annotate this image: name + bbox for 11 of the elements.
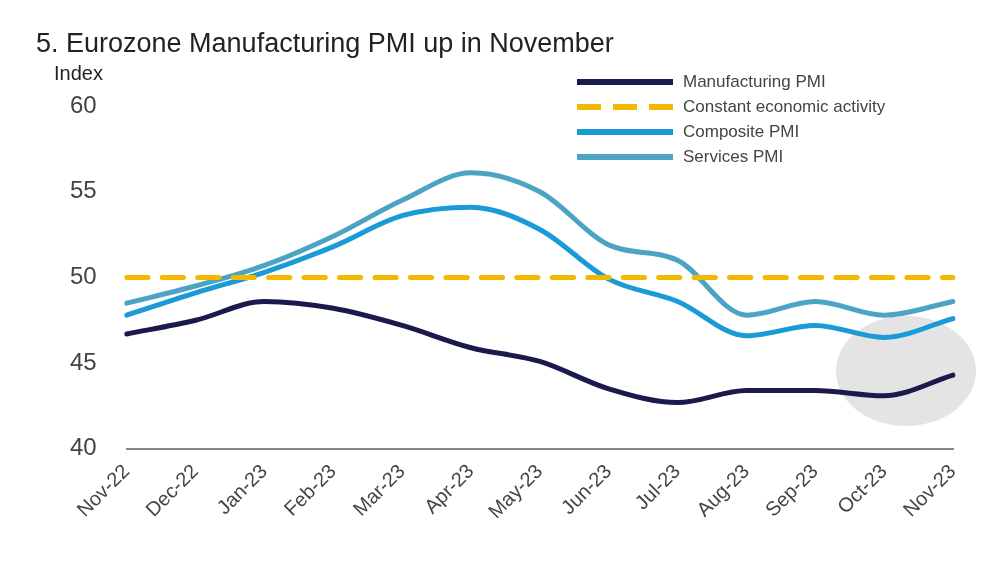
y-tick-label: 50 [69, 262, 97, 290]
legend-label: Services PMI [683, 146, 784, 166]
y-tick-label: 55 [69, 176, 97, 204]
y-tick-label: 45 [69, 347, 97, 375]
chart-title: 5. Eurozone Manufacturing PMI up in November [36, 28, 614, 59]
legend-label: Manufacturing PMI [683, 71, 826, 91]
legend-label: Composite PMI [683, 121, 800, 141]
y-tick-label: 60 [69, 90, 97, 118]
y-tick-label: 40 [69, 433, 97, 461]
y-axis-title: Index [54, 62, 103, 85]
legend-label: Constant economic activity [683, 96, 886, 116]
